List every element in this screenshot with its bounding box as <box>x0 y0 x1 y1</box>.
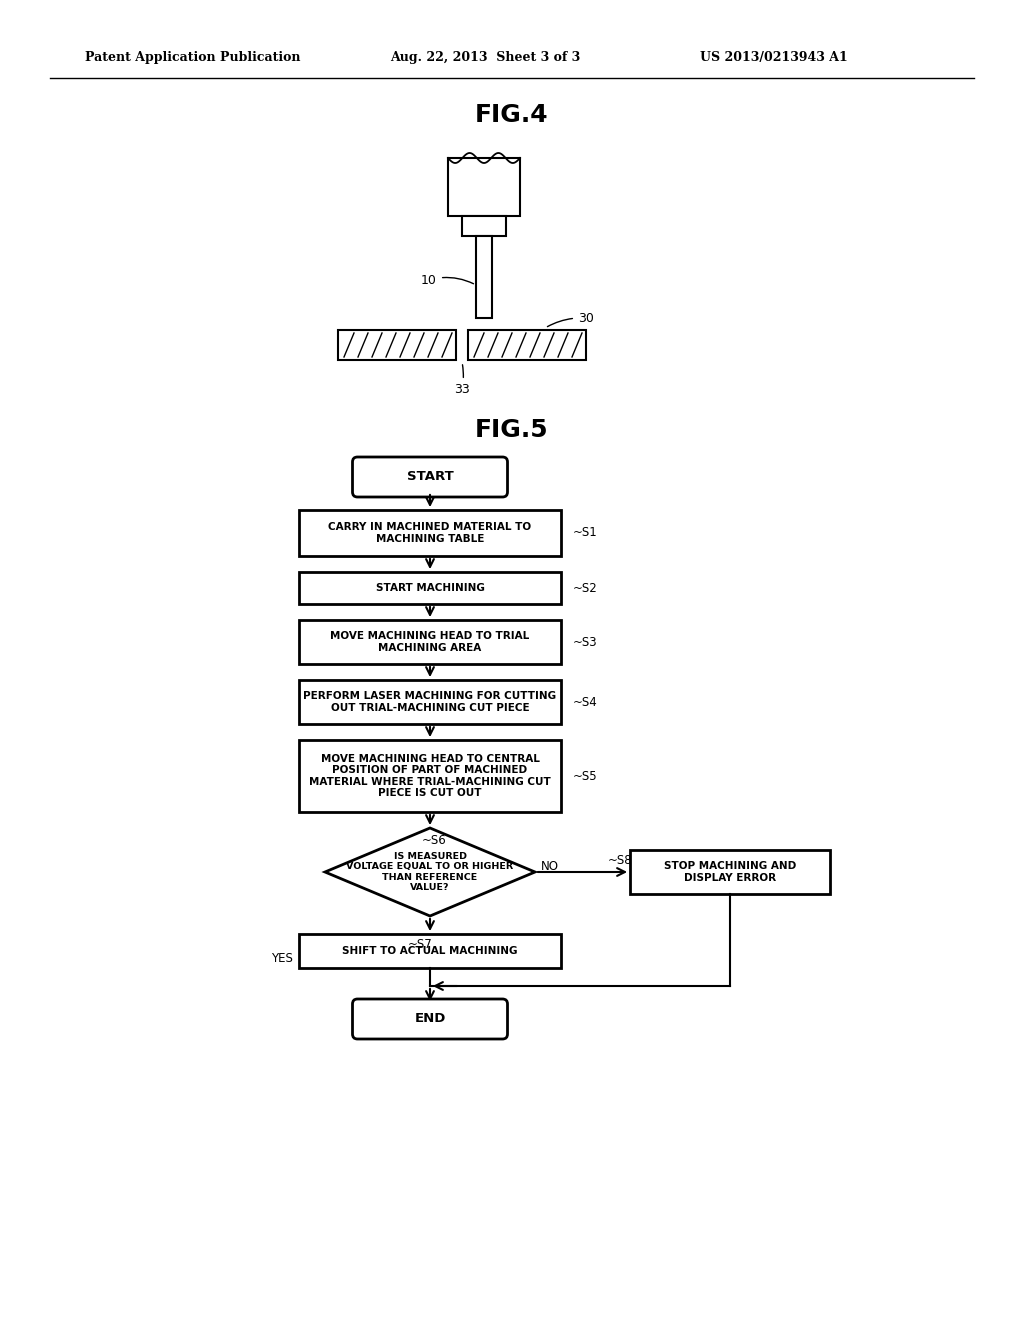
Bar <box>299 935 561 968</box>
Text: PERFORM LASER MACHINING FOR CUTTING
OUT TRIAL-MACHINING CUT PIECE: PERFORM LASER MACHINING FOR CUTTING OUT … <box>303 692 557 713</box>
Bar <box>299 680 561 723</box>
Text: FIG.4: FIG.4 <box>475 103 549 127</box>
Text: ~S3: ~S3 <box>573 635 598 648</box>
Text: END: END <box>415 1012 445 1026</box>
FancyBboxPatch shape <box>352 999 508 1039</box>
Bar <box>299 572 561 605</box>
Text: START: START <box>407 470 454 483</box>
Text: 30: 30 <box>548 312 594 326</box>
Text: MOVE MACHINING HEAD TO CENTRAL
POSITION OF PART OF MACHINED
MATERIAL WHERE TRIAL: MOVE MACHINING HEAD TO CENTRAL POSITION … <box>309 754 551 799</box>
Text: ~S8: ~S8 <box>608 854 633 867</box>
Text: ~S4: ~S4 <box>573 696 598 709</box>
Text: Aug. 22, 2013  Sheet 3 of 3: Aug. 22, 2013 Sheet 3 of 3 <box>390 51 581 65</box>
Bar <box>476 236 492 318</box>
Text: CARRY IN MACHINED MATERIAL TO
MACHINING TABLE: CARRY IN MACHINED MATERIAL TO MACHINING … <box>329 523 531 544</box>
Bar <box>299 620 561 664</box>
Text: ~S5: ~S5 <box>573 770 598 783</box>
Text: Patent Application Publication: Patent Application Publication <box>85 51 300 65</box>
Text: US 2013/0213943 A1: US 2013/0213943 A1 <box>700 51 848 65</box>
Bar <box>299 510 561 556</box>
Bar <box>299 741 561 812</box>
Text: 10: 10 <box>421 273 473 286</box>
Text: FIG.5: FIG.5 <box>475 418 549 442</box>
Text: MOVE MACHINING HEAD TO TRIAL
MACHINING AREA: MOVE MACHINING HEAD TO TRIAL MACHINING A… <box>331 631 529 653</box>
Text: SHIFT TO ACTUAL MACHINING: SHIFT TO ACTUAL MACHINING <box>342 946 518 956</box>
Text: ~S6: ~S6 <box>422 834 446 847</box>
Bar <box>468 330 586 360</box>
Bar <box>449 158 520 216</box>
Text: ~S2: ~S2 <box>573 582 598 594</box>
Text: IS MEASURED
VOLTAGE EQUAL TO OR HIGHER
THAN REFERENCE
VALUE?: IS MEASURED VOLTAGE EQUAL TO OR HIGHER T… <box>346 851 514 892</box>
Text: STOP MACHINING AND
DISPLAY ERROR: STOP MACHINING AND DISPLAY ERROR <box>664 861 796 883</box>
Text: 33: 33 <box>454 364 470 396</box>
Bar <box>462 216 506 236</box>
Polygon shape <box>325 828 535 916</box>
Bar <box>630 850 830 894</box>
Text: START MACHINING: START MACHINING <box>376 583 484 593</box>
Text: NO: NO <box>541 859 559 873</box>
Bar <box>338 330 456 360</box>
Text: ~S1: ~S1 <box>573 527 598 540</box>
Text: ~S7: ~S7 <box>408 939 433 950</box>
Text: YES: YES <box>271 953 293 965</box>
FancyBboxPatch shape <box>352 457 508 498</box>
